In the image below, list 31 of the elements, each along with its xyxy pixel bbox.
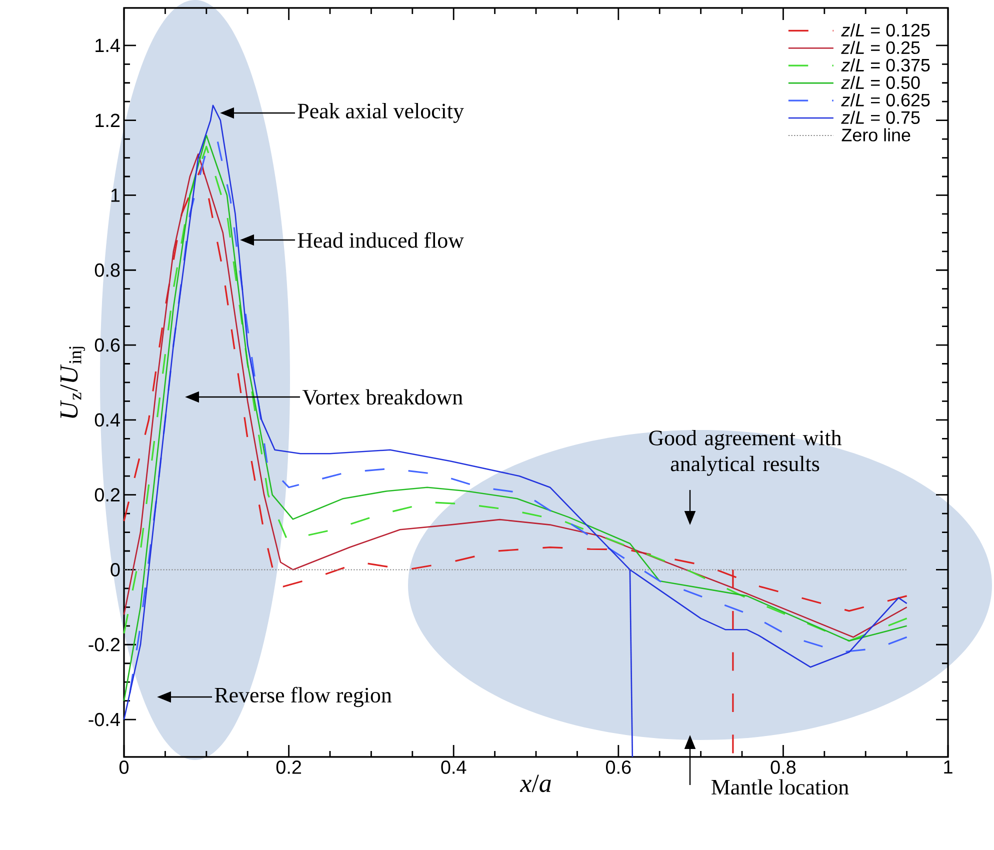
y-tick-label: 0.2 — [94, 488, 120, 502]
annotation: Good agreement with analytical results — [649, 430, 842, 476]
legend-label: z/L = 0.375 — [841, 58, 930, 72]
x-tick-label: 0.8 — [770, 760, 796, 774]
x-axis-title: x/a — [520, 774, 551, 792]
legend-label: z/L = 0.625 — [841, 93, 930, 106]
y-tick-label: -0.4 — [88, 712, 120, 726]
x-tick-label: 0.2 — [276, 760, 302, 774]
text: Mantle location — [712, 779, 849, 795]
x-tick-label: 0.6 — [606, 760, 631, 774]
annotation: Head induced flow — [298, 232, 464, 248]
y-tick-label: 1.4 — [96, 38, 120, 52]
y-tick-label: 0.6 — [94, 338, 120, 352]
y-tick-label: 0.8 — [94, 263, 120, 277]
y-tick-label: -0.2 — [88, 638, 120, 652]
x-tick-label: 0.4 — [441, 760, 466, 774]
y-tick-label: 0 — [110, 563, 120, 576]
y-tick-label: 1.2 — [96, 114, 120, 127]
x-tick-label: 0 — [119, 760, 129, 774]
annotation: Vortex breakdown — [302, 389, 463, 405]
legend-label: z/L = 0.50 — [841, 76, 920, 89]
y-tick-label: 0.4 — [94, 413, 120, 427]
legend-label: z/L = 0.75 — [841, 110, 920, 124]
y-tick-label: 1 — [111, 188, 120, 202]
x-tick-label: 1 — [944, 760, 952, 774]
legend-label: z/L = 0.25 — [841, 40, 920, 54]
legend-label: Zero line — [842, 128, 910, 142]
legend-label: z/L = 0.125 — [841, 23, 930, 37]
annotation: Reverse flow region — [214, 686, 392, 708]
annotation: Peak axial velocity — [298, 103, 464, 123]
y-axis-title: U$_{z}$/U$_{inj}$ — [60, 346, 86, 418]
